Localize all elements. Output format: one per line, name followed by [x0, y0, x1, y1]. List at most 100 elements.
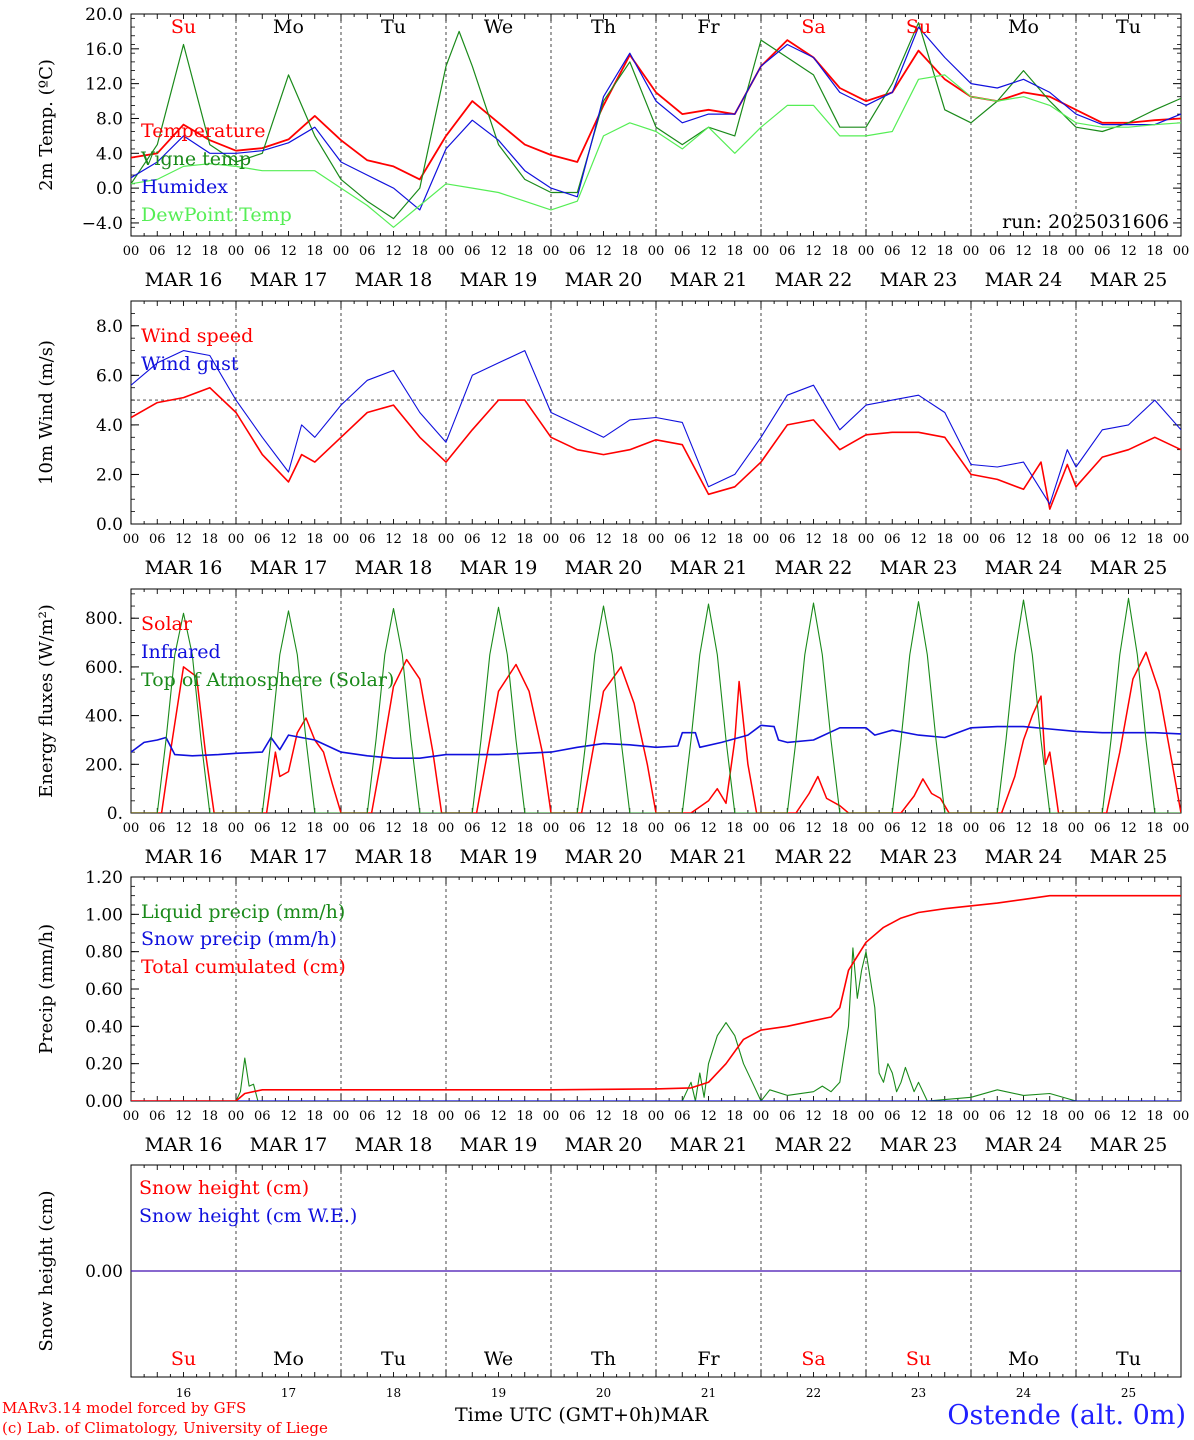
- hour-label: 18: [621, 532, 638, 547]
- date-label: MAR 24: [985, 846, 1063, 868]
- hour-label: 00: [963, 821, 980, 836]
- hour-label: 12: [595, 244, 612, 259]
- hour-label: 18: [516, 821, 533, 836]
- hour-label: 06: [464, 244, 481, 259]
- hour-label: 12: [1015, 1109, 1032, 1124]
- hour-label: 00: [753, 821, 770, 836]
- y-tick-label: 0.0: [96, 179, 123, 199]
- date-label: MAR 24: [985, 557, 1063, 579]
- hour-label: 00: [438, 1109, 455, 1124]
- hour-label: 12: [175, 821, 192, 836]
- date-label: MAR 16: [145, 846, 223, 868]
- hour-label: 00: [1173, 244, 1190, 259]
- hour-label: 00: [858, 244, 875, 259]
- legend-entry: Wind speed: [141, 325, 253, 347]
- weekday-label: Tu: [1116, 16, 1141, 38]
- hour-label: 18: [516, 532, 533, 547]
- y-tick-label: 1.00: [85, 905, 123, 925]
- hour-label: 00: [753, 244, 770, 259]
- hour-label: 18: [411, 1109, 428, 1124]
- hour-label: 12: [805, 244, 822, 259]
- weekday-label: Su: [171, 16, 196, 38]
- hour-label: 06: [1094, 532, 1111, 547]
- hour-label: 06: [569, 532, 586, 547]
- hour-label: 00: [123, 244, 140, 259]
- y-axis-label: 2m Temp. (ºC): [36, 59, 57, 191]
- hour-label: 00: [753, 532, 770, 547]
- hour-label: 12: [910, 532, 927, 547]
- hour-label: 00: [123, 821, 140, 836]
- weekday-label: Su: [171, 1348, 196, 1370]
- hour-label: 06: [149, 532, 166, 547]
- hour-label: 18: [306, 821, 323, 836]
- hour-label: 06: [1094, 244, 1111, 259]
- y-tick-label: 8.0: [96, 109, 123, 129]
- weekday-label: Fr: [697, 16, 720, 38]
- y-tick-label: 8.0: [96, 317, 123, 337]
- hour-label: 00: [858, 1109, 875, 1124]
- date-label: MAR 23: [880, 1134, 958, 1156]
- series-line: [131, 597, 1181, 813]
- day-number: 23: [911, 1386, 926, 1400]
- hour-label: 06: [884, 244, 901, 259]
- series-group: [131, 350, 1181, 510]
- hour-label: 06: [254, 1109, 271, 1124]
- station-name: Ostende (alt. 0m): [947, 1400, 1186, 1431]
- date-label: MAR 19: [460, 846, 538, 868]
- hour-label: 18: [1146, 1109, 1163, 1124]
- hour-label: 00: [438, 244, 455, 259]
- date-label: MAR 19: [460, 269, 538, 291]
- hour-label: 06: [779, 821, 796, 836]
- series-group: [131, 597, 1181, 813]
- y-tick-label: 0.00: [85, 1092, 123, 1112]
- hour-label: 12: [910, 821, 927, 836]
- date-label: MAR 25: [1090, 846, 1168, 868]
- hour-label: 18: [516, 1109, 533, 1124]
- date-label: MAR 18: [355, 269, 433, 291]
- date-label: MAR 23: [880, 269, 958, 291]
- y-tick-label: 2.0: [96, 465, 123, 485]
- y-tick-label: 800.: [85, 609, 123, 629]
- hour-label: 18: [831, 532, 848, 547]
- hour-label: 12: [280, 1109, 297, 1124]
- hour-label: 06: [569, 244, 586, 259]
- y-tick-label: 0.60: [85, 980, 123, 1000]
- hour-label: 06: [254, 821, 271, 836]
- weekday-label: Mo: [1008, 16, 1039, 38]
- legend-entry: Snow height (cm): [139, 1177, 309, 1199]
- hour-label: 06: [464, 821, 481, 836]
- hour-label: 12: [700, 532, 717, 547]
- hour-label: 06: [989, 532, 1006, 547]
- hour-label: 06: [359, 821, 376, 836]
- hour-label: 12: [1015, 532, 1032, 547]
- lab-credit: (c) Lab. of Climatology, University of L…: [2, 1419, 328, 1437]
- date-label: MAR 20: [565, 269, 643, 291]
- hour-label: 18: [1146, 244, 1163, 259]
- date-label: MAR 22: [775, 846, 853, 868]
- weekday-label: Su: [906, 1348, 931, 1370]
- y-axis-label: Snow height (cm): [36, 1190, 57, 1351]
- weekday-label: Mo: [273, 16, 304, 38]
- hour-label: 06: [674, 821, 691, 836]
- y-tick-label: 200.: [85, 755, 123, 775]
- hour-label: 00: [333, 244, 350, 259]
- hour-label: 00: [858, 532, 875, 547]
- hour-label: 12: [175, 1109, 192, 1124]
- hour-label: 00: [648, 821, 665, 836]
- series-line: [131, 386, 1181, 510]
- legend-entry: DewPoint Temp: [141, 204, 292, 226]
- date-label: MAR 18: [355, 557, 433, 579]
- panel-energy: 0. 200. 400. 600. 800. Energy fluxes (W/m²) So…: [36, 588, 1189, 868]
- weekday-label: Tu: [381, 1348, 406, 1370]
- day-number: 24: [1016, 1386, 1032, 1400]
- y-tick-label: 0.00: [85, 1262, 123, 1282]
- hour-label: 06: [1094, 1109, 1111, 1124]
- series-line: [131, 350, 1181, 505]
- date-label: MAR 21: [670, 1134, 748, 1156]
- run-label: run: 2025031606: [1002, 211, 1169, 233]
- hour-label: 12: [280, 821, 297, 836]
- hour-label: 18: [726, 821, 743, 836]
- hour-label: 00: [543, 1109, 560, 1124]
- date-label: MAR 24: [985, 269, 1063, 291]
- date-label: MAR 19: [460, 557, 538, 579]
